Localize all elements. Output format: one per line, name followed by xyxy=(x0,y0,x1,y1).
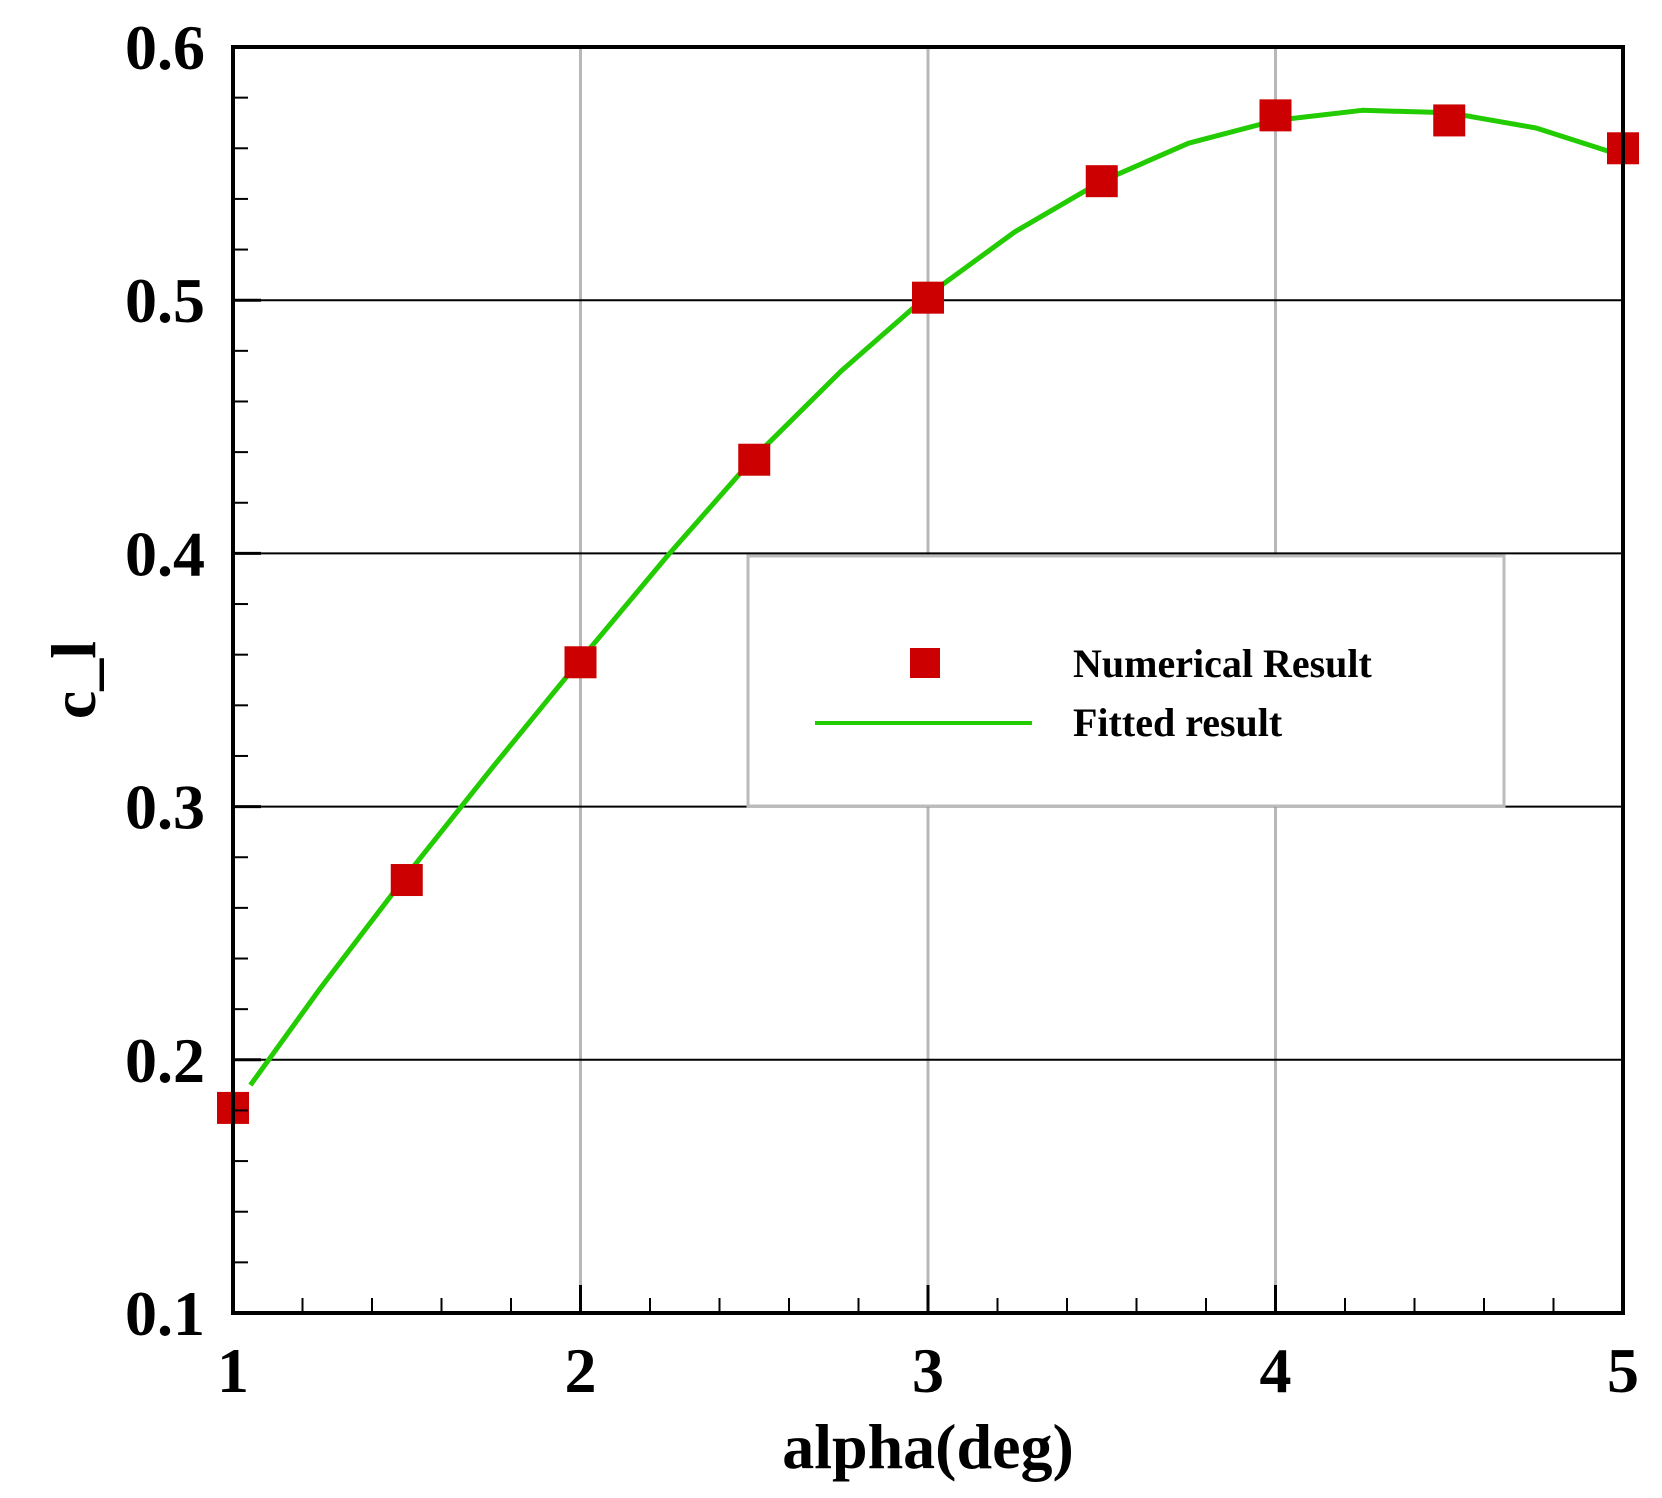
numerical-result-point xyxy=(1259,99,1292,132)
numerical-result-point xyxy=(390,864,423,897)
legend-label-numerical-result: Numerical Result xyxy=(1073,641,1373,686)
x-tick-label: 4 xyxy=(1260,1335,1292,1406)
y-tick-label: 0.1 xyxy=(125,1278,205,1349)
y-tick-label: 0.2 xyxy=(125,1025,205,1096)
legend-label-fitted-result: Fitted result xyxy=(1073,700,1283,745)
x-axis-title: alpha(deg) xyxy=(782,1411,1074,1482)
numerical-result-point xyxy=(738,443,771,476)
x-tick-label: 1 xyxy=(217,1335,249,1406)
x-tick-label: 2 xyxy=(565,1335,597,1406)
y-tick-label: 0.6 xyxy=(125,12,205,83)
legend: Numerical Result Fitted result xyxy=(746,554,1506,808)
y-tick-label: 0.5 xyxy=(125,265,205,336)
legend-marker-numerical-result xyxy=(910,648,940,678)
axes: 0.1 0.2 0.3 0.4 0.5 0.6 1 2 3 4 5 xyxy=(125,12,1639,1406)
numerical-result-point xyxy=(912,281,944,314)
numerical-result-point xyxy=(564,646,597,679)
x-tick-label: 3 xyxy=(912,1335,944,1406)
numerical-result-point xyxy=(1085,165,1118,198)
y-axis-title: c_l xyxy=(38,641,109,719)
legend-box xyxy=(746,554,1506,808)
y-tick-label: 0.3 xyxy=(125,772,205,843)
numerical-result-point xyxy=(1433,104,1466,137)
y-tick-label: 0.4 xyxy=(125,518,205,589)
x-tick-label: 5 xyxy=(1607,1335,1639,1406)
